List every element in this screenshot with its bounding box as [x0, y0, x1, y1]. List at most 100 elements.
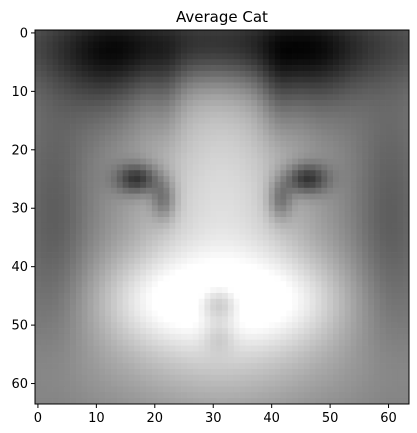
heatmap-cell [344, 146, 351, 154]
heatmap-cell [58, 240, 65, 247]
heatmap-cell [40, 76, 48, 83]
heatmap-cell [385, 287, 392, 294]
heatmap-cell [338, 292, 346, 300]
heatmap-cell [356, 146, 363, 154]
heatmap-cell [321, 199, 328, 206]
heatmap-cell [151, 100, 159, 107]
heatmap-cell [35, 357, 42, 364]
heatmap-cell [321, 310, 328, 317]
heatmap-cell [163, 152, 170, 159]
heatmap-cell [157, 129, 164, 136]
heatmap-cell [251, 53, 258, 60]
heatmap-cell [262, 257, 270, 265]
heatmap-cell [140, 398, 147, 405]
heatmap-cell [75, 380, 83, 387]
heatmap-cell [40, 304, 48, 311]
heatmap-cell [309, 328, 316, 335]
heatmap-cell [169, 304, 176, 311]
heatmap-cell [227, 386, 235, 393]
heatmap-cell [257, 111, 264, 118]
heatmap-cell [245, 199, 252, 206]
heatmap-cell [227, 281, 235, 288]
heatmap-cell [169, 123, 176, 130]
heatmap-cell [245, 211, 252, 218]
heatmap-cell [70, 304, 77, 311]
heatmap-cell [262, 263, 270, 270]
heatmap-cell [64, 170, 71, 177]
heatmap-cell [227, 94, 235, 101]
heatmap-cell [186, 129, 194, 136]
heatmap-cell [303, 181, 310, 189]
heatmap-cell [204, 252, 211, 259]
heatmap-cell [239, 158, 246, 165]
heatmap-cell [210, 246, 217, 253]
heatmap-cell [163, 292, 170, 300]
heatmap-cell [233, 187, 240, 194]
heatmap-cell [274, 193, 281, 200]
heatmap-cell [303, 111, 310, 118]
heatmap-cell [204, 88, 211, 95]
heatmap-cell [105, 374, 112, 381]
heatmap-cell [397, 269, 404, 276]
heatmap-cell [309, 217, 316, 224]
heatmap-cell [64, 111, 71, 118]
heatmap-cell [163, 222, 170, 230]
heatmap-cell [70, 30, 77, 37]
heatmap-cell [198, 129, 205, 136]
heatmap-cell [70, 53, 77, 60]
heatmap-cell [257, 275, 264, 282]
heatmap-cell [70, 292, 77, 300]
heatmap-cell [210, 287, 217, 294]
heatmap-cell [403, 117, 410, 124]
heatmap-cell [333, 211, 340, 218]
heatmap-cell [40, 164, 48, 171]
heatmap-cell [110, 298, 118, 305]
heatmap-cell [99, 351, 106, 358]
heatmap-cell [274, 281, 281, 288]
heatmap-cell [169, 234, 176, 241]
heatmap-cell [333, 257, 340, 265]
heatmap-cell [385, 328, 392, 335]
heatmap-cell [210, 53, 217, 60]
heatmap-cell [233, 351, 240, 358]
heatmap-cell [128, 304, 135, 311]
heatmap-cell [274, 135, 281, 142]
heatmap-cell [338, 47, 346, 54]
heatmap-cell [280, 205, 287, 212]
heatmap-cell [315, 111, 322, 118]
heatmap-cell [169, 275, 176, 282]
heatmap-cell [70, 205, 77, 212]
heatmap-cell [274, 41, 281, 48]
heatmap-cell [198, 246, 205, 253]
heatmap-cell [385, 316, 392, 323]
heatmap-cell [286, 158, 293, 165]
heatmap-cell [81, 181, 88, 189]
heatmap-cell [368, 269, 375, 276]
heatmap-cell [385, 158, 392, 165]
heatmap-cell [134, 228, 141, 235]
heatmap-cell [233, 298, 240, 305]
heatmap-cell [233, 105, 240, 113]
heatmap-cell [181, 170, 188, 177]
heatmap-cell [151, 30, 159, 37]
heatmap-cell [362, 357, 369, 364]
heatmap-cell [280, 164, 287, 171]
heatmap-cell [245, 328, 252, 335]
heatmap-cell [210, 304, 217, 311]
heatmap-cell [81, 105, 88, 113]
y-tick-label: 60 [11, 377, 28, 392]
heatmap-cell [146, 246, 153, 253]
heatmap-cell [35, 129, 42, 136]
heatmap-cell [99, 298, 106, 305]
heatmap-cell [93, 105, 100, 113]
heatmap-cell [140, 65, 147, 72]
heatmap-cell [64, 275, 71, 282]
heatmap-cell [327, 240, 334, 247]
heatmap-cell [368, 398, 375, 405]
heatmap-cell [140, 41, 147, 48]
heatmap-cell [309, 181, 316, 189]
heatmap-cell [99, 193, 106, 200]
heatmap-cell [274, 176, 281, 183]
heatmap-cell [397, 47, 404, 54]
heatmap-cell [262, 298, 270, 305]
